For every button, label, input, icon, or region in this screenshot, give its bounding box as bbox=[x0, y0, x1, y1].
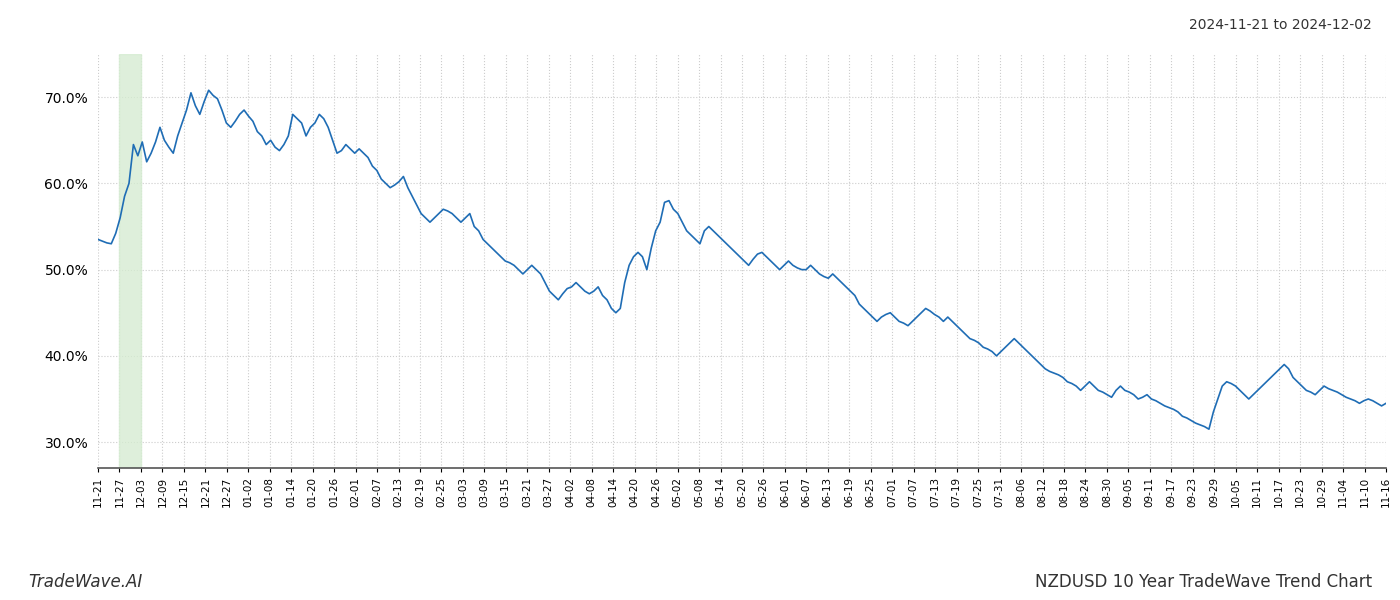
Text: TradeWave.AI: TradeWave.AI bbox=[28, 573, 143, 591]
Text: 2024-11-21 to 2024-12-02: 2024-11-21 to 2024-12-02 bbox=[1189, 18, 1372, 32]
Bar bbox=[119, 54, 141, 468]
Text: NZDUSD 10 Year TradeWave Trend Chart: NZDUSD 10 Year TradeWave Trend Chart bbox=[1035, 573, 1372, 591]
